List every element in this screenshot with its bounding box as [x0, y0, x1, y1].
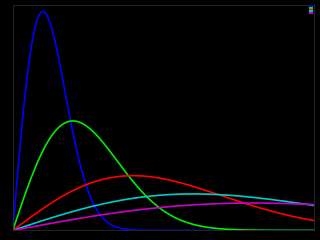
Legend: , , , , : , , , ,: [309, 6, 313, 14]
